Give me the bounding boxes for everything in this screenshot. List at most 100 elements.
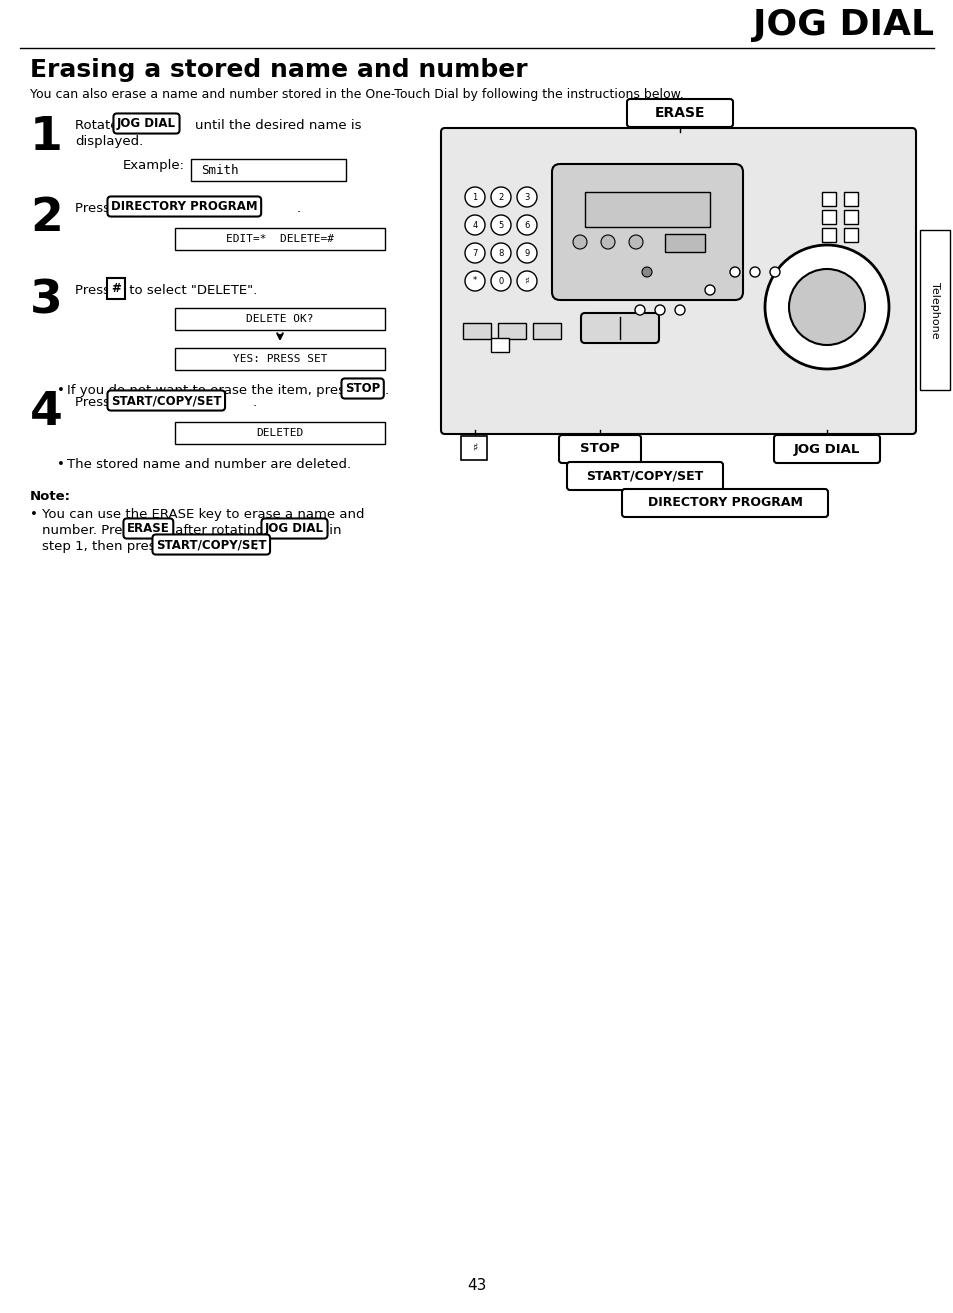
Text: STOP: STOP bbox=[345, 382, 380, 395]
Text: to select "DELETE".: to select "DELETE". bbox=[125, 284, 257, 297]
Circle shape bbox=[491, 270, 511, 291]
Text: 8: 8 bbox=[497, 248, 503, 257]
Circle shape bbox=[517, 186, 537, 207]
Text: 1: 1 bbox=[472, 193, 477, 201]
Text: number. Press: number. Press bbox=[42, 524, 140, 537]
Text: JOG DIAL: JOG DIAL bbox=[117, 117, 175, 130]
Text: If you do not want to erase the item, press: If you do not want to erase the item, pr… bbox=[67, 383, 355, 397]
FancyBboxPatch shape bbox=[580, 312, 659, 343]
Circle shape bbox=[704, 285, 714, 295]
Text: 9: 9 bbox=[524, 248, 529, 257]
Text: DIRECTORY PROGRAM: DIRECTORY PROGRAM bbox=[647, 496, 801, 509]
Text: DIRECTORY PROGRAM: DIRECTORY PROGRAM bbox=[111, 200, 257, 213]
FancyBboxPatch shape bbox=[558, 435, 640, 463]
Circle shape bbox=[655, 305, 664, 315]
Text: ERASE: ERASE bbox=[127, 523, 170, 534]
Text: DELETED: DELETED bbox=[256, 428, 303, 439]
Text: 1: 1 bbox=[30, 116, 63, 160]
Text: *: * bbox=[473, 277, 476, 285]
Bar bbox=[462, 323, 491, 339]
Text: The stored name and number are deleted.: The stored name and number are deleted. bbox=[67, 458, 351, 471]
Text: • You can use the ERASE key to erase a name and: • You can use the ERASE key to erase a n… bbox=[30, 508, 364, 521]
Circle shape bbox=[769, 267, 780, 277]
Bar bbox=[664, 234, 704, 252]
Circle shape bbox=[517, 270, 537, 291]
Bar bbox=[843, 228, 857, 242]
Text: Press: Press bbox=[75, 284, 114, 297]
Text: after rotating: after rotating bbox=[171, 524, 268, 537]
FancyBboxPatch shape bbox=[566, 462, 722, 490]
Text: 4: 4 bbox=[472, 221, 477, 230]
Text: .: . bbox=[253, 540, 258, 553]
Text: ERASE: ERASE bbox=[654, 106, 704, 119]
Circle shape bbox=[573, 235, 586, 249]
Text: JOG DIAL: JOG DIAL bbox=[752, 8, 933, 42]
Circle shape bbox=[464, 270, 484, 291]
Bar bbox=[174, 228, 385, 249]
Text: START/COPY/SET: START/COPY/SET bbox=[111, 394, 221, 407]
Bar bbox=[191, 159, 346, 181]
Text: •: • bbox=[57, 383, 65, 397]
Text: 3: 3 bbox=[30, 278, 63, 323]
Text: 6: 6 bbox=[524, 221, 529, 230]
Text: .: . bbox=[385, 383, 389, 397]
Circle shape bbox=[764, 246, 888, 369]
Bar bbox=[821, 228, 835, 242]
Text: STOP: STOP bbox=[579, 442, 619, 456]
Text: Note:: Note: bbox=[30, 490, 71, 503]
FancyBboxPatch shape bbox=[460, 436, 486, 460]
FancyBboxPatch shape bbox=[621, 488, 827, 517]
Circle shape bbox=[491, 215, 511, 235]
Text: DELETE OK?: DELETE OK? bbox=[246, 314, 314, 324]
Bar bbox=[174, 348, 385, 370]
Bar bbox=[821, 210, 835, 225]
Circle shape bbox=[600, 235, 615, 249]
FancyBboxPatch shape bbox=[552, 164, 742, 299]
Text: step 1, then press: step 1, then press bbox=[42, 540, 167, 553]
Text: Press: Press bbox=[75, 397, 114, 410]
Bar bbox=[843, 192, 857, 206]
Text: Telephone: Telephone bbox=[929, 282, 939, 339]
Bar bbox=[497, 323, 525, 339]
Text: Smith: Smith bbox=[201, 164, 238, 176]
Bar bbox=[533, 323, 560, 339]
Text: ♯: ♯ bbox=[472, 442, 477, 453]
Text: 2: 2 bbox=[497, 193, 503, 201]
Text: 3: 3 bbox=[524, 193, 529, 201]
Circle shape bbox=[517, 243, 537, 263]
Text: JOG DIAL: JOG DIAL bbox=[793, 442, 860, 456]
Text: 5: 5 bbox=[497, 221, 503, 230]
Text: Erasing a stored name and number: Erasing a stored name and number bbox=[30, 58, 527, 81]
Text: until the desired name is: until the desired name is bbox=[194, 119, 361, 133]
Text: .: . bbox=[296, 202, 301, 215]
Circle shape bbox=[464, 186, 484, 207]
Text: JOG DIAL: JOG DIAL bbox=[265, 523, 324, 534]
Text: Example:: Example: bbox=[123, 159, 185, 172]
Text: displayed.: displayed. bbox=[75, 135, 143, 148]
Circle shape bbox=[641, 267, 651, 277]
Text: Rotate: Rotate bbox=[75, 119, 123, 133]
Text: YES: PRESS SET: YES: PRESS SET bbox=[233, 355, 327, 364]
Circle shape bbox=[635, 305, 644, 315]
Circle shape bbox=[749, 267, 760, 277]
FancyBboxPatch shape bbox=[773, 435, 879, 463]
Circle shape bbox=[788, 269, 864, 345]
Text: in: in bbox=[325, 524, 341, 537]
Text: .: . bbox=[253, 397, 257, 410]
Bar bbox=[584, 192, 709, 227]
Text: EDIT=*  DELETE=#: EDIT=* DELETE=# bbox=[226, 234, 334, 244]
Bar bbox=[0, 0, 953, 42]
Text: You can also erase a name and number stored in the One-Touch Dial by following t: You can also erase a name and number sto… bbox=[30, 88, 683, 101]
Bar bbox=[919, 230, 949, 390]
Text: START/COPY/SET: START/COPY/SET bbox=[156, 538, 266, 551]
Bar bbox=[174, 421, 385, 444]
Text: ♯: ♯ bbox=[524, 276, 529, 286]
Circle shape bbox=[675, 305, 684, 315]
Circle shape bbox=[464, 215, 484, 235]
Text: #: # bbox=[111, 282, 121, 295]
Text: 0: 0 bbox=[497, 277, 503, 285]
Bar bbox=[843, 210, 857, 225]
Text: 43: 43 bbox=[467, 1278, 486, 1293]
FancyBboxPatch shape bbox=[440, 127, 915, 435]
Circle shape bbox=[517, 215, 537, 235]
